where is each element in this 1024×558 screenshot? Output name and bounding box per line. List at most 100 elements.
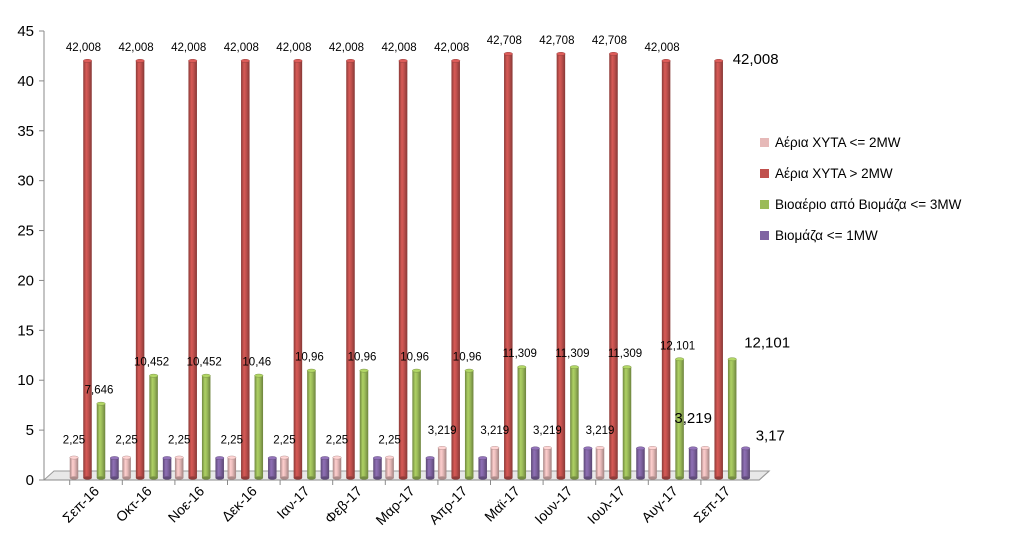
legend-swatch xyxy=(760,168,769,178)
bar-top xyxy=(359,368,369,373)
data-label: 42,008 xyxy=(382,42,417,54)
bar-base xyxy=(201,476,211,480)
bar-base xyxy=(595,476,605,480)
bar xyxy=(135,60,145,478)
bar-top xyxy=(661,59,671,63)
bar xyxy=(570,367,579,478)
data-label: 3,219 xyxy=(674,410,712,427)
data-label: 11,309 xyxy=(555,348,589,360)
bar-top xyxy=(110,456,119,460)
bar-base xyxy=(280,476,289,480)
bar-base xyxy=(174,476,184,480)
data-label: 42,008 xyxy=(434,42,469,54)
data-label: 42,008 xyxy=(645,42,680,54)
bar xyxy=(437,447,447,478)
bar-top xyxy=(688,446,698,451)
bar-base xyxy=(636,476,645,480)
bar xyxy=(174,457,184,478)
bar-base xyxy=(517,476,527,480)
bar xyxy=(727,359,737,478)
legend-swatch xyxy=(760,137,769,147)
bar-base xyxy=(215,476,224,480)
legend-item: Βιοαέριο από Βιομάζα <= 3MW xyxy=(760,192,1015,216)
bar xyxy=(478,458,487,478)
y-tick-label: 25 xyxy=(17,223,34,240)
bar-top xyxy=(437,446,447,450)
bar-top xyxy=(385,455,395,460)
legend-item: Βιομάζα <= 1MW xyxy=(760,223,1015,247)
x-tick-label: Αυγ-17 xyxy=(638,483,681,526)
bar xyxy=(268,458,277,478)
bar xyxy=(359,370,369,478)
data-label: 42,008 xyxy=(329,42,364,54)
data-label: 2,25 xyxy=(378,435,400,447)
bar xyxy=(201,375,211,478)
x-tick-label: Ιουν-17 xyxy=(531,483,575,527)
bar-base xyxy=(412,476,421,480)
bar xyxy=(661,60,671,478)
x-tick-label: Φεβ-17 xyxy=(321,483,365,527)
bar-top xyxy=(162,456,172,460)
bar xyxy=(464,370,474,478)
bar-top xyxy=(227,455,237,460)
bar xyxy=(504,53,513,478)
bar-top xyxy=(542,446,552,450)
x-tick-label: Μαϊ-17 xyxy=(481,483,523,525)
bar xyxy=(490,447,500,478)
bar-top xyxy=(412,368,422,373)
bar-top xyxy=(293,59,303,63)
bar-top xyxy=(451,59,461,63)
data-label: 10,452 xyxy=(187,357,222,369)
bar-top xyxy=(741,446,751,451)
bar-base xyxy=(268,476,277,480)
bar-base xyxy=(688,476,698,480)
bar-top xyxy=(425,456,435,460)
data-label: 11,309 xyxy=(608,348,642,360)
bar-base xyxy=(307,476,316,480)
data-label: 10,96 xyxy=(400,352,429,364)
chart-legend: Αέρια ΧΥΤΑ <= 2MW Αέρια ΧΥΤΑ > 2MW Βιοαέρι… xyxy=(760,130,1015,254)
bar-base xyxy=(531,476,540,480)
bar xyxy=(398,60,408,478)
y-tick-label: 30 xyxy=(17,173,34,190)
data-label: 7,646 xyxy=(85,385,114,397)
bar-top xyxy=(530,446,540,451)
bar-base xyxy=(135,476,145,480)
bar xyxy=(188,60,197,478)
bar xyxy=(517,367,527,478)
bar-base xyxy=(727,476,737,480)
bar-base xyxy=(188,476,197,480)
bar-base xyxy=(398,476,408,480)
bar xyxy=(609,53,618,478)
bar-base xyxy=(583,476,593,480)
data-label: 3,17 xyxy=(756,427,785,444)
bar-base xyxy=(332,476,342,480)
bar xyxy=(110,458,119,478)
bar-top xyxy=(583,446,593,451)
bar-top xyxy=(320,456,330,460)
bar-top xyxy=(254,373,264,378)
bar xyxy=(543,447,552,478)
x-tick-label: Ιουλ-17 xyxy=(584,483,628,527)
bar-top xyxy=(215,456,225,460)
x-tick-label: Ιαν-17 xyxy=(273,483,312,522)
bar xyxy=(320,458,330,478)
data-label: 42,708 xyxy=(487,35,522,47)
bar-base xyxy=(96,476,106,480)
data-label: 2,25 xyxy=(221,435,243,447)
bar xyxy=(688,448,698,478)
y-tick-label: 5 xyxy=(26,422,34,439)
bar-base xyxy=(622,476,632,480)
bar xyxy=(622,367,632,478)
data-label: 3,219 xyxy=(428,425,457,437)
bar xyxy=(373,458,382,478)
bar-base xyxy=(504,476,513,480)
bar-top xyxy=(201,373,211,378)
bar-top xyxy=(622,365,632,370)
y-tick-label: 0 xyxy=(26,472,34,489)
bar-base xyxy=(714,476,723,480)
bar xyxy=(741,448,750,478)
bar-top xyxy=(122,455,132,460)
bar-top xyxy=(464,368,474,373)
